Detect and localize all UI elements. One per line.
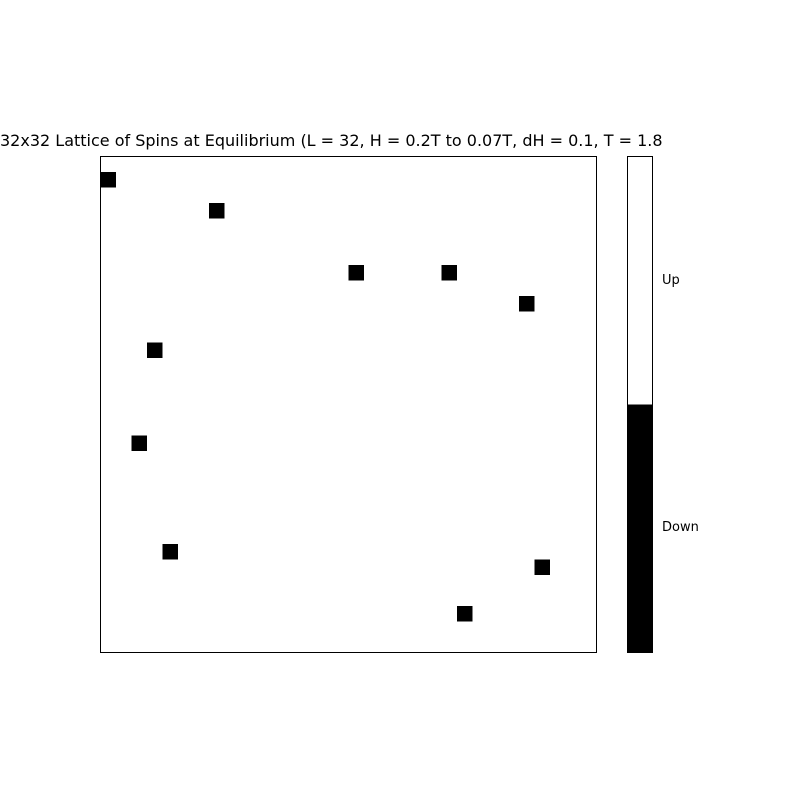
spin-down-cell (131, 435, 147, 451)
spin-down-cell (441, 265, 457, 281)
spin-down-cell (348, 265, 364, 281)
spin-down-cell (100, 172, 116, 188)
spin-down-cell (209, 203, 225, 219)
lattice-background (100, 156, 597, 653)
colorbar-label-down: Down (662, 520, 699, 535)
colorbar-frame (627, 156, 653, 653)
spin-down-cell (457, 606, 473, 622)
colorbar-segment-down (627, 404, 653, 653)
colorbar (627, 156, 653, 653)
chart-title: 32x32 Lattice of Spins at Equilibrium (L… (0, 131, 663, 150)
spin-down-cell (162, 544, 178, 560)
spin-down-cell (519, 296, 535, 312)
colorbar-label-up: Up (662, 273, 680, 288)
colorbar-segment-up (627, 156, 653, 405)
spin-down-cell (147, 342, 163, 358)
lattice-frame (100, 156, 597, 653)
spin-lattice (100, 156, 597, 653)
spin-down-cell (534, 559, 550, 575)
